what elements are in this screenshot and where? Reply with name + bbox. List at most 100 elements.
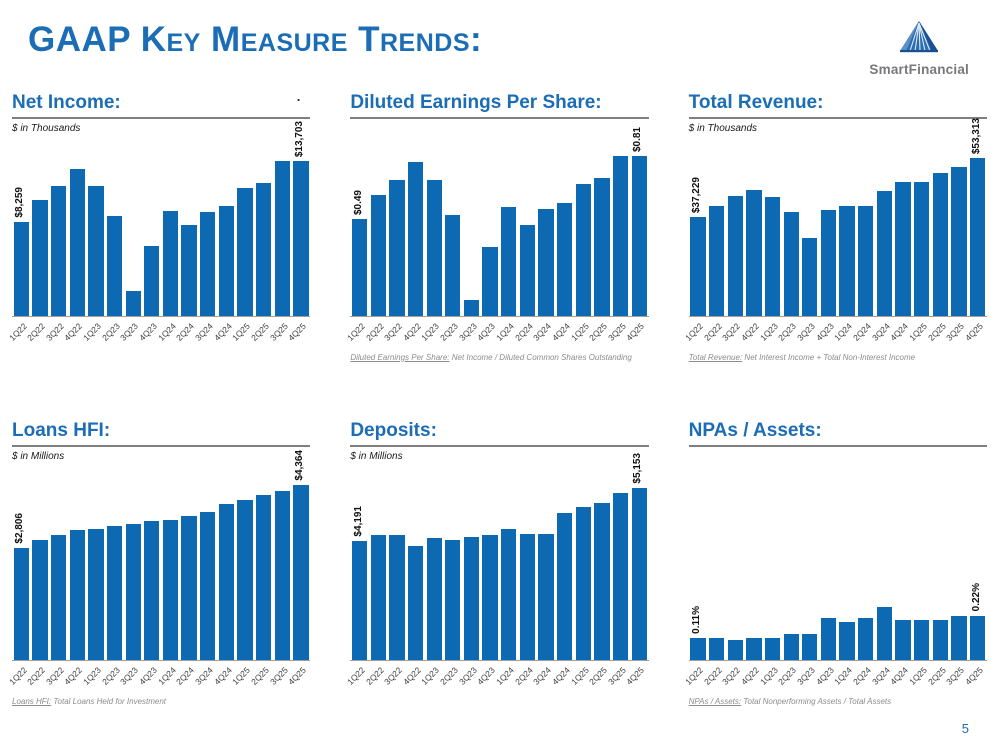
bar	[802, 237, 818, 316]
bar	[839, 205, 855, 316]
stray-dot: .	[296, 89, 301, 104]
bar-plot-deposits: $4,191 $5,153	[350, 453, 649, 661]
bar	[274, 160, 290, 316]
x-label-slot: 4Q25	[286, 661, 311, 697]
bar	[370, 534, 386, 660]
bar-plot-diluted-eps: $0.49 $0.81	[350, 127, 649, 317]
bar-slot	[856, 483, 875, 660]
bar-slot	[444, 155, 463, 316]
bar	[256, 494, 272, 660]
bar-slot	[236, 155, 255, 316]
page-header: GAAP Key Measure Trends: SmartFinancial	[0, 0, 999, 81]
chart-loans-hfi: Loans HFI: $ in Millions $2,806 $4,364 1Q…	[7, 420, 311, 707]
bar-plot-total-revenue: $37,229 $53,313	[688, 118, 987, 317]
bar-slot: $0.81	[630, 127, 649, 316]
bar-value-label: $53,313	[970, 117, 982, 154]
bar	[106, 525, 123, 660]
chart-units: $ in Millions	[350, 450, 403, 462]
bar-slot	[142, 483, 161, 660]
bar-slot: 0.11%	[689, 483, 708, 660]
bar	[482, 534, 498, 660]
bar	[13, 547, 29, 660]
bar	[858, 617, 874, 660]
bar-value-label: $5,153	[632, 453, 644, 484]
bar	[144, 245, 160, 316]
bar	[88, 528, 104, 660]
bar-slot	[819, 155, 838, 316]
bar-value-label: $8,259	[14, 187, 26, 218]
bar-slot	[894, 155, 913, 316]
bar-slot	[369, 483, 388, 660]
bar-slot	[462, 155, 481, 316]
bar-slot	[236, 483, 255, 660]
bar-slot	[87, 483, 106, 660]
bar-slot	[273, 483, 292, 660]
bar	[445, 539, 461, 660]
bar	[969, 157, 986, 316]
bar	[538, 208, 554, 316]
logo-wordmark: SmartFinancial	[869, 62, 969, 77]
chart-header: Diluted Earnings Per Share:	[350, 92, 649, 119]
bar-slot	[462, 483, 481, 660]
chart-units	[350, 123, 648, 135]
bar-slot	[124, 155, 143, 316]
bar	[914, 181, 930, 316]
x-axis-label: 1Q22	[6, 664, 29, 687]
logo-mountain-icon	[896, 20, 942, 61]
bar-slot	[105, 483, 124, 660]
chart-header: Deposits:	[350, 420, 649, 447]
bar-slot	[105, 155, 124, 316]
bar	[690, 637, 706, 660]
bar-slot	[87, 155, 106, 316]
bar-slot	[369, 155, 388, 316]
bar	[575, 183, 591, 316]
bar	[519, 224, 536, 316]
bar-slot	[912, 483, 931, 660]
bar-slot	[425, 155, 444, 316]
bar-slot: $2,806	[12, 483, 31, 660]
bar-slot	[593, 483, 612, 660]
bar	[802, 633, 818, 660]
x-axis-labels: 1Q22 2Q22 3Q22 4Q22 1Q23 2Q23 3Q23 4Q23 1Q24 2Q24…	[7, 317, 310, 353]
bar	[407, 161, 424, 316]
bar	[876, 190, 893, 316]
bar	[69, 529, 85, 660]
x-label-slot: 4Q25	[963, 661, 987, 697]
bar-slot: $53,313	[968, 118, 987, 316]
bar	[13, 221, 29, 316]
bar-slot	[950, 483, 969, 660]
chart-footnote: Loans HFI: Total Loans Held for Investme…	[12, 696, 167, 706]
bar	[820, 617, 837, 660]
bar-slot	[217, 483, 236, 660]
bar	[32, 199, 48, 316]
x-axis-labels: 1Q22 2Q22 3Q22 4Q22 1Q23 2Q23 3Q23 4Q23 1Q24 2Q24…	[683, 317, 987, 353]
chart-header: Loans HFI:	[12, 420, 311, 447]
bar-slot	[444, 483, 463, 660]
bar-slot	[782, 155, 801, 316]
x-axis-label: 1Q22	[683, 664, 706, 687]
bar-slot	[518, 483, 537, 660]
bar-value-label: $4,191	[352, 506, 364, 537]
bar-slot	[49, 483, 68, 660]
bar-slot: $13,703	[292, 121, 311, 316]
chart-footnote: Diluted Earnings Per Share: Net Income /…	[350, 352, 632, 362]
page-title: GAAP Key Measure Trends:	[28, 20, 483, 59]
bar	[426, 537, 442, 660]
bar	[463, 536, 480, 660]
bar	[32, 539, 48, 660]
bar	[858, 205, 874, 316]
bar-slot	[406, 483, 425, 660]
chart-diluted-eps: Diluted Earnings Per Share: $0.49 $0.81 1…	[345, 92, 649, 363]
bar	[445, 214, 461, 316]
x-axis-labels: 1Q22 2Q22 3Q22 4Q22 1Q23 2Q23 3Q23 4Q23 1Q24 2Q24…	[7, 661, 311, 697]
bar-slot	[499, 483, 518, 660]
bar-value-label: 0.11%	[690, 605, 702, 634]
bar	[631, 487, 647, 660]
bar	[50, 185, 67, 316]
bar	[237, 499, 253, 660]
bar-slot	[537, 155, 556, 316]
bar-value-label: $37,229	[690, 176, 702, 213]
bar-slot	[31, 483, 50, 660]
bar	[407, 545, 424, 660]
bar	[162, 210, 179, 316]
